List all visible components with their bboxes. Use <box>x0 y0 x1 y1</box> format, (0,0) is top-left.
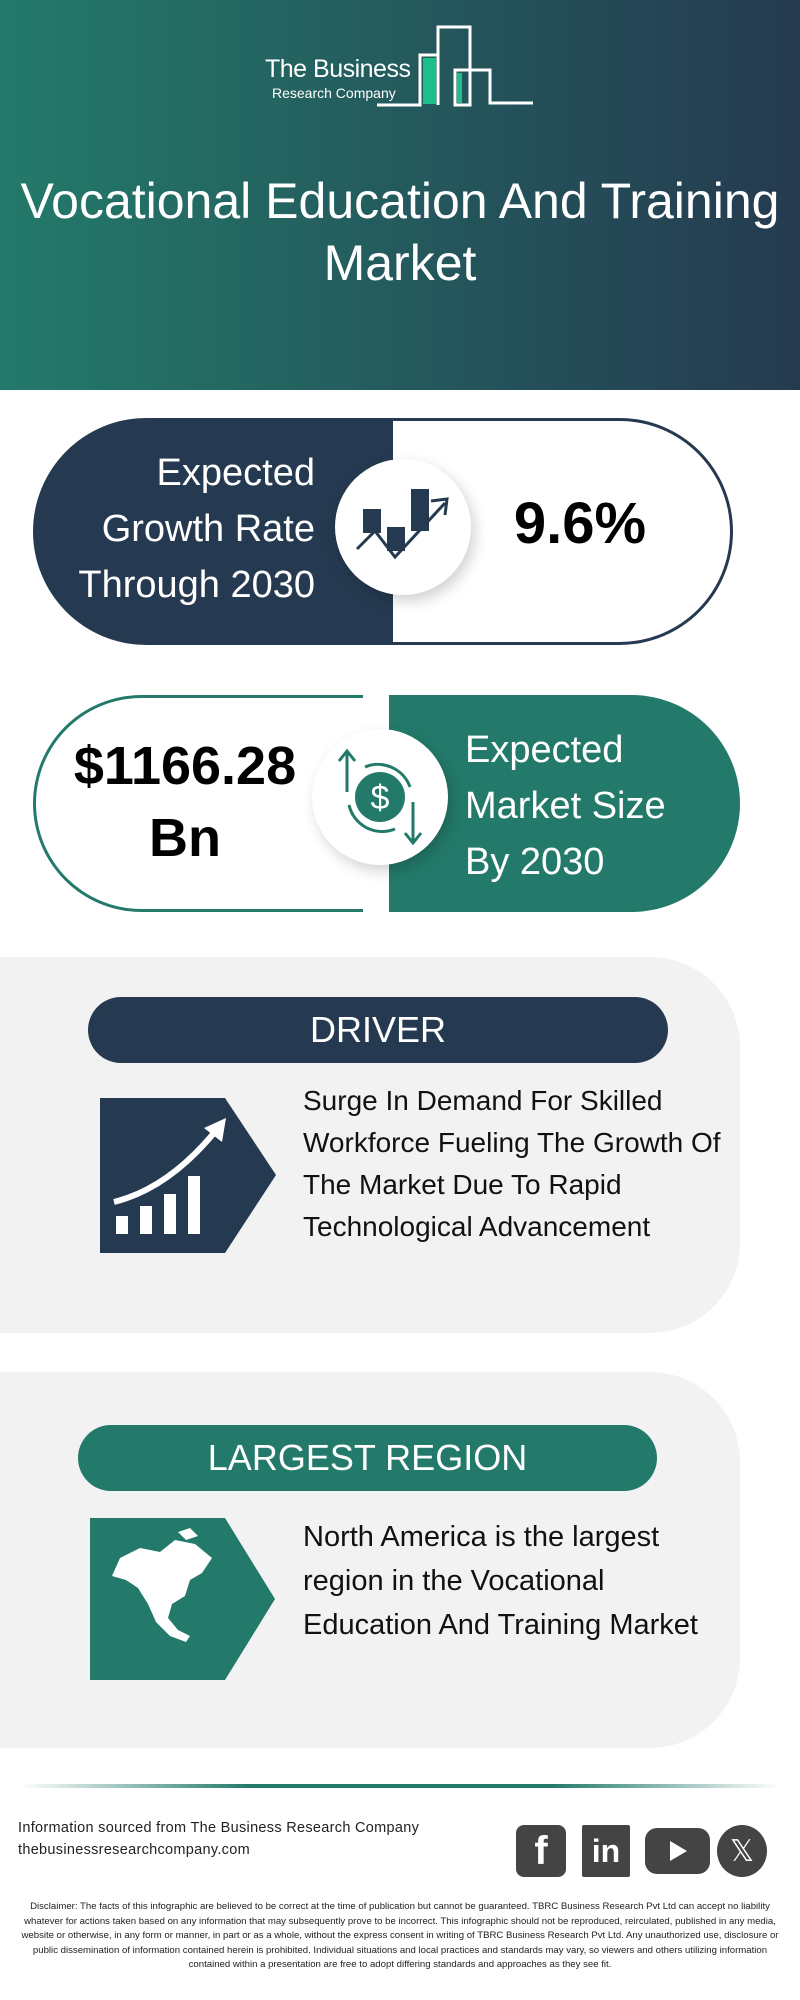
region-text: North America is the largest region in t… <box>303 1521 698 1641</box>
growth-label-line: Growth Rate <box>101 508 315 550</box>
source-text: Information sourced from The Business Re… <box>18 1820 420 1836</box>
market-label-line: Expected <box>465 729 624 771</box>
header-banner <box>0 0 800 390</box>
market-label: Expected Market Size By 2030 <box>465 722 666 890</box>
svg-text:$: $ <box>371 779 390 817</box>
growth-card-left <box>33 418 393 645</box>
logo-buildings-icon <box>377 25 533 107</box>
dollar-exchange-icon: $ <box>312 729 448 865</box>
market-value-line: Bn <box>149 808 221 868</box>
rising-bars-icon <box>100 1098 276 1253</box>
market-card-left <box>33 695 363 912</box>
growth-chart-icon <box>335 459 471 595</box>
growth-label-line: Through 2030 <box>78 564 315 606</box>
facebook-icon[interactable]: f <box>516 1825 566 1877</box>
divider <box>20 1784 780 1788</box>
youtube-icon[interactable] <box>645 1828 710 1874</box>
website-link[interactable]: thebusinessresearchcompany.com <box>18 1842 250 1858</box>
market-size-value: $1166.28 Bn <box>50 730 320 874</box>
market-value-line: $1166.28 <box>73 736 297 796</box>
disclaimer: Disclaimer: The facts of this infographi… <box>21 1901 779 1970</box>
growth-label: Expected Growth Rate Through 2030 <box>40 445 315 613</box>
logo-subtext: Research Company <box>272 85 396 101</box>
page-title: Vocational Education And Training Market <box>20 173 780 291</box>
market-label-line: By 2030 <box>465 841 605 883</box>
growth-label-line: Expected <box>156 452 315 494</box>
market-label-line: Market Size <box>465 785 666 827</box>
linkedin-icon[interactable]: in <box>582 1825 630 1877</box>
growth-card-right <box>383 418 733 645</box>
north-america-map-icon <box>90 1518 275 1680</box>
growth-rate-value: 9.6% <box>513 491 647 556</box>
region-heading: LARGEST REGION <box>78 1425 657 1491</box>
driver-heading: DRIVER <box>88 997 668 1063</box>
driver-text: Surge In Demand For Skilled Workforce Fu… <box>303 1085 721 1242</box>
x-icon[interactable]: 𝕏 <box>717 1825 767 1877</box>
logo-text: The Business <box>265 55 411 83</box>
